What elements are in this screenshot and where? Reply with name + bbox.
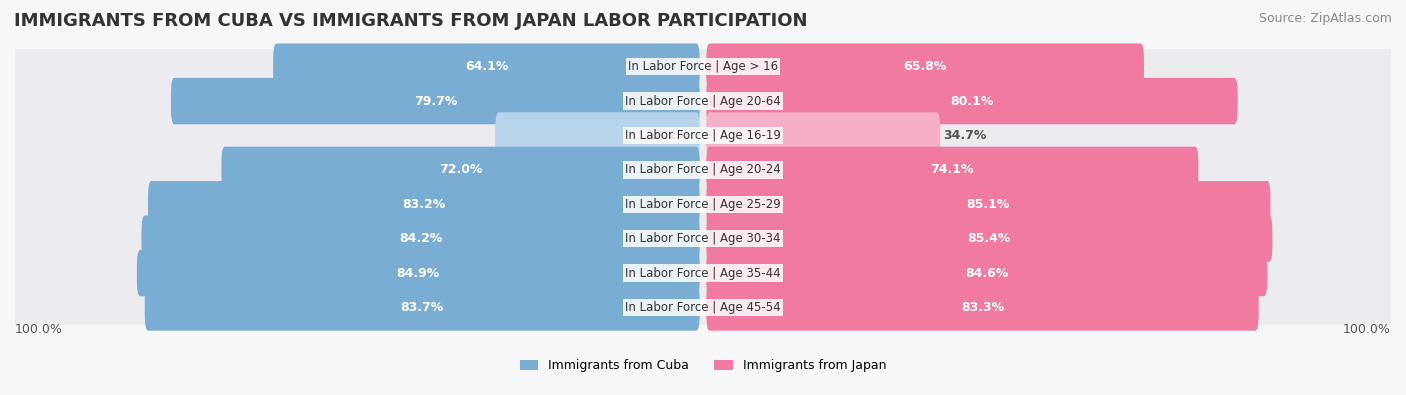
FancyBboxPatch shape — [706, 43, 1144, 90]
Text: 34.7%: 34.7% — [943, 129, 987, 142]
FancyBboxPatch shape — [706, 215, 1272, 262]
Text: In Labor Force | Age 25-29: In Labor Force | Age 25-29 — [626, 198, 780, 211]
Text: In Labor Force | Age 20-24: In Labor Force | Age 20-24 — [626, 164, 780, 177]
Text: 30.2%: 30.2% — [647, 129, 690, 142]
FancyBboxPatch shape — [221, 147, 700, 193]
Text: In Labor Force | Age 20-64: In Labor Force | Age 20-64 — [626, 95, 780, 107]
Text: 100.0%: 100.0% — [15, 323, 63, 336]
FancyBboxPatch shape — [172, 78, 700, 124]
FancyBboxPatch shape — [15, 49, 1391, 84]
Text: 85.4%: 85.4% — [967, 232, 1011, 245]
Text: 83.2%: 83.2% — [402, 198, 446, 211]
Text: 100.0%: 100.0% — [1343, 323, 1391, 336]
Text: 83.3%: 83.3% — [960, 301, 1004, 314]
Text: IMMIGRANTS FROM CUBA VS IMMIGRANTS FROM JAPAN LABOR PARTICIPATION: IMMIGRANTS FROM CUBA VS IMMIGRANTS FROM … — [14, 12, 807, 30]
Text: In Labor Force | Age 45-54: In Labor Force | Age 45-54 — [626, 301, 780, 314]
FancyBboxPatch shape — [706, 284, 1258, 331]
FancyBboxPatch shape — [706, 181, 1271, 228]
FancyBboxPatch shape — [136, 250, 700, 296]
FancyBboxPatch shape — [15, 152, 1391, 187]
FancyBboxPatch shape — [15, 256, 1391, 291]
Text: 72.0%: 72.0% — [439, 164, 482, 177]
Text: 64.1%: 64.1% — [465, 60, 508, 73]
FancyBboxPatch shape — [706, 147, 1198, 193]
Text: In Labor Force | Age > 16: In Labor Force | Age > 16 — [628, 60, 778, 73]
Text: In Labor Force | Age 30-34: In Labor Force | Age 30-34 — [626, 232, 780, 245]
FancyBboxPatch shape — [15, 118, 1391, 153]
Text: 65.8%: 65.8% — [904, 60, 946, 73]
FancyBboxPatch shape — [15, 290, 1391, 325]
Text: 85.1%: 85.1% — [967, 198, 1010, 211]
Text: 84.2%: 84.2% — [399, 232, 443, 245]
FancyBboxPatch shape — [15, 84, 1391, 118]
FancyBboxPatch shape — [706, 250, 1267, 296]
Text: 74.1%: 74.1% — [931, 164, 974, 177]
FancyBboxPatch shape — [148, 181, 700, 228]
Text: Source: ZipAtlas.com: Source: ZipAtlas.com — [1258, 12, 1392, 25]
FancyBboxPatch shape — [273, 43, 700, 90]
FancyBboxPatch shape — [15, 221, 1391, 256]
FancyBboxPatch shape — [145, 284, 700, 331]
Text: 84.6%: 84.6% — [965, 267, 1008, 280]
Text: In Labor Force | Age 35-44: In Labor Force | Age 35-44 — [626, 267, 780, 280]
FancyBboxPatch shape — [495, 112, 700, 159]
Text: 84.9%: 84.9% — [396, 267, 440, 280]
FancyBboxPatch shape — [706, 112, 941, 159]
FancyBboxPatch shape — [706, 78, 1237, 124]
Text: In Labor Force | Age 16-19: In Labor Force | Age 16-19 — [626, 129, 780, 142]
Legend: Immigrants from Cuba, Immigrants from Japan: Immigrants from Cuba, Immigrants from Ja… — [515, 354, 891, 377]
FancyBboxPatch shape — [15, 187, 1391, 222]
Text: 83.7%: 83.7% — [401, 301, 444, 314]
Text: 79.7%: 79.7% — [413, 95, 457, 107]
Text: 80.1%: 80.1% — [950, 95, 994, 107]
FancyBboxPatch shape — [142, 215, 700, 262]
